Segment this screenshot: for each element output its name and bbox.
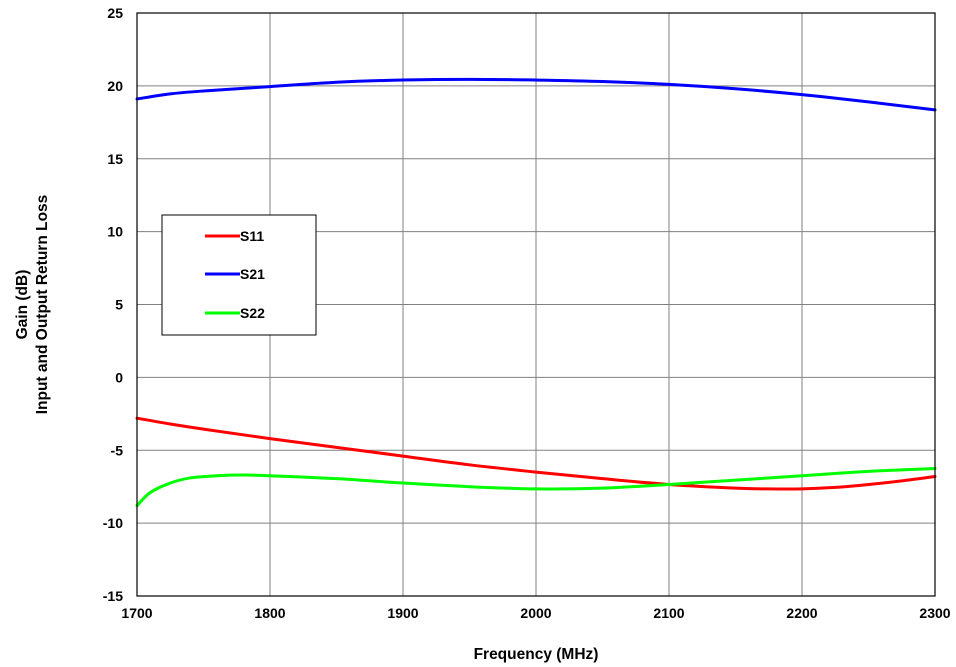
- x-tick-label-2100: 2100: [653, 605, 684, 621]
- y-tick-label-0: 0: [115, 369, 123, 385]
- y-tick-label--15: -15: [103, 588, 123, 604]
- y-tick-label--5: -5: [111, 442, 124, 458]
- x-tick-label-1700: 1700: [121, 605, 152, 621]
- x-tick-label-2200: 2200: [786, 605, 817, 621]
- legend-label-s21: S21: [240, 266, 265, 282]
- x-tick-label-2300: 2300: [919, 605, 950, 621]
- series-line-s11: [135, 416, 937, 491]
- y-axis-label-line-2: Input and Output Return Loss: [34, 195, 51, 415]
- x-axis-label: Frequency (MHz): [474, 646, 599, 663]
- y-tick-label-5: 5: [115, 297, 123, 313]
- legend: S11 S21 S22: [161, 214, 317, 336]
- series-line-s21: [135, 77, 937, 112]
- y-axis-label-line-1: Gain (dB): [14, 270, 31, 340]
- x-tick-label-1900: 1900: [387, 605, 418, 621]
- y-tick-label-15: 15: [107, 151, 123, 167]
- x-tick-labels: 1700 1800 1900 2000 2100 2200 2300: [121, 605, 950, 621]
- y-tick-label-10: 10: [107, 224, 123, 240]
- y-tick-label-20: 20: [107, 78, 123, 94]
- legend-label-s11: S11: [240, 228, 264, 244]
- y-tick-label--10: -10: [103, 515, 123, 531]
- y-axis-label: Gain (dB) Input and Output Return Loss: [14, 195, 51, 415]
- y-tick-label-25: 25: [107, 5, 123, 21]
- plot-border: [136, 12, 936, 597]
- series-line-s22: [135, 466, 937, 508]
- x-tick-label-2000: 2000: [520, 605, 551, 621]
- x-tick-label-1800: 1800: [254, 605, 285, 621]
- series-lines: [135, 77, 937, 508]
- y-tick-labels: -15 -10 -5 0 5 10 15 20 25: [103, 5, 123, 604]
- legend-label-s22: S22: [240, 305, 265, 321]
